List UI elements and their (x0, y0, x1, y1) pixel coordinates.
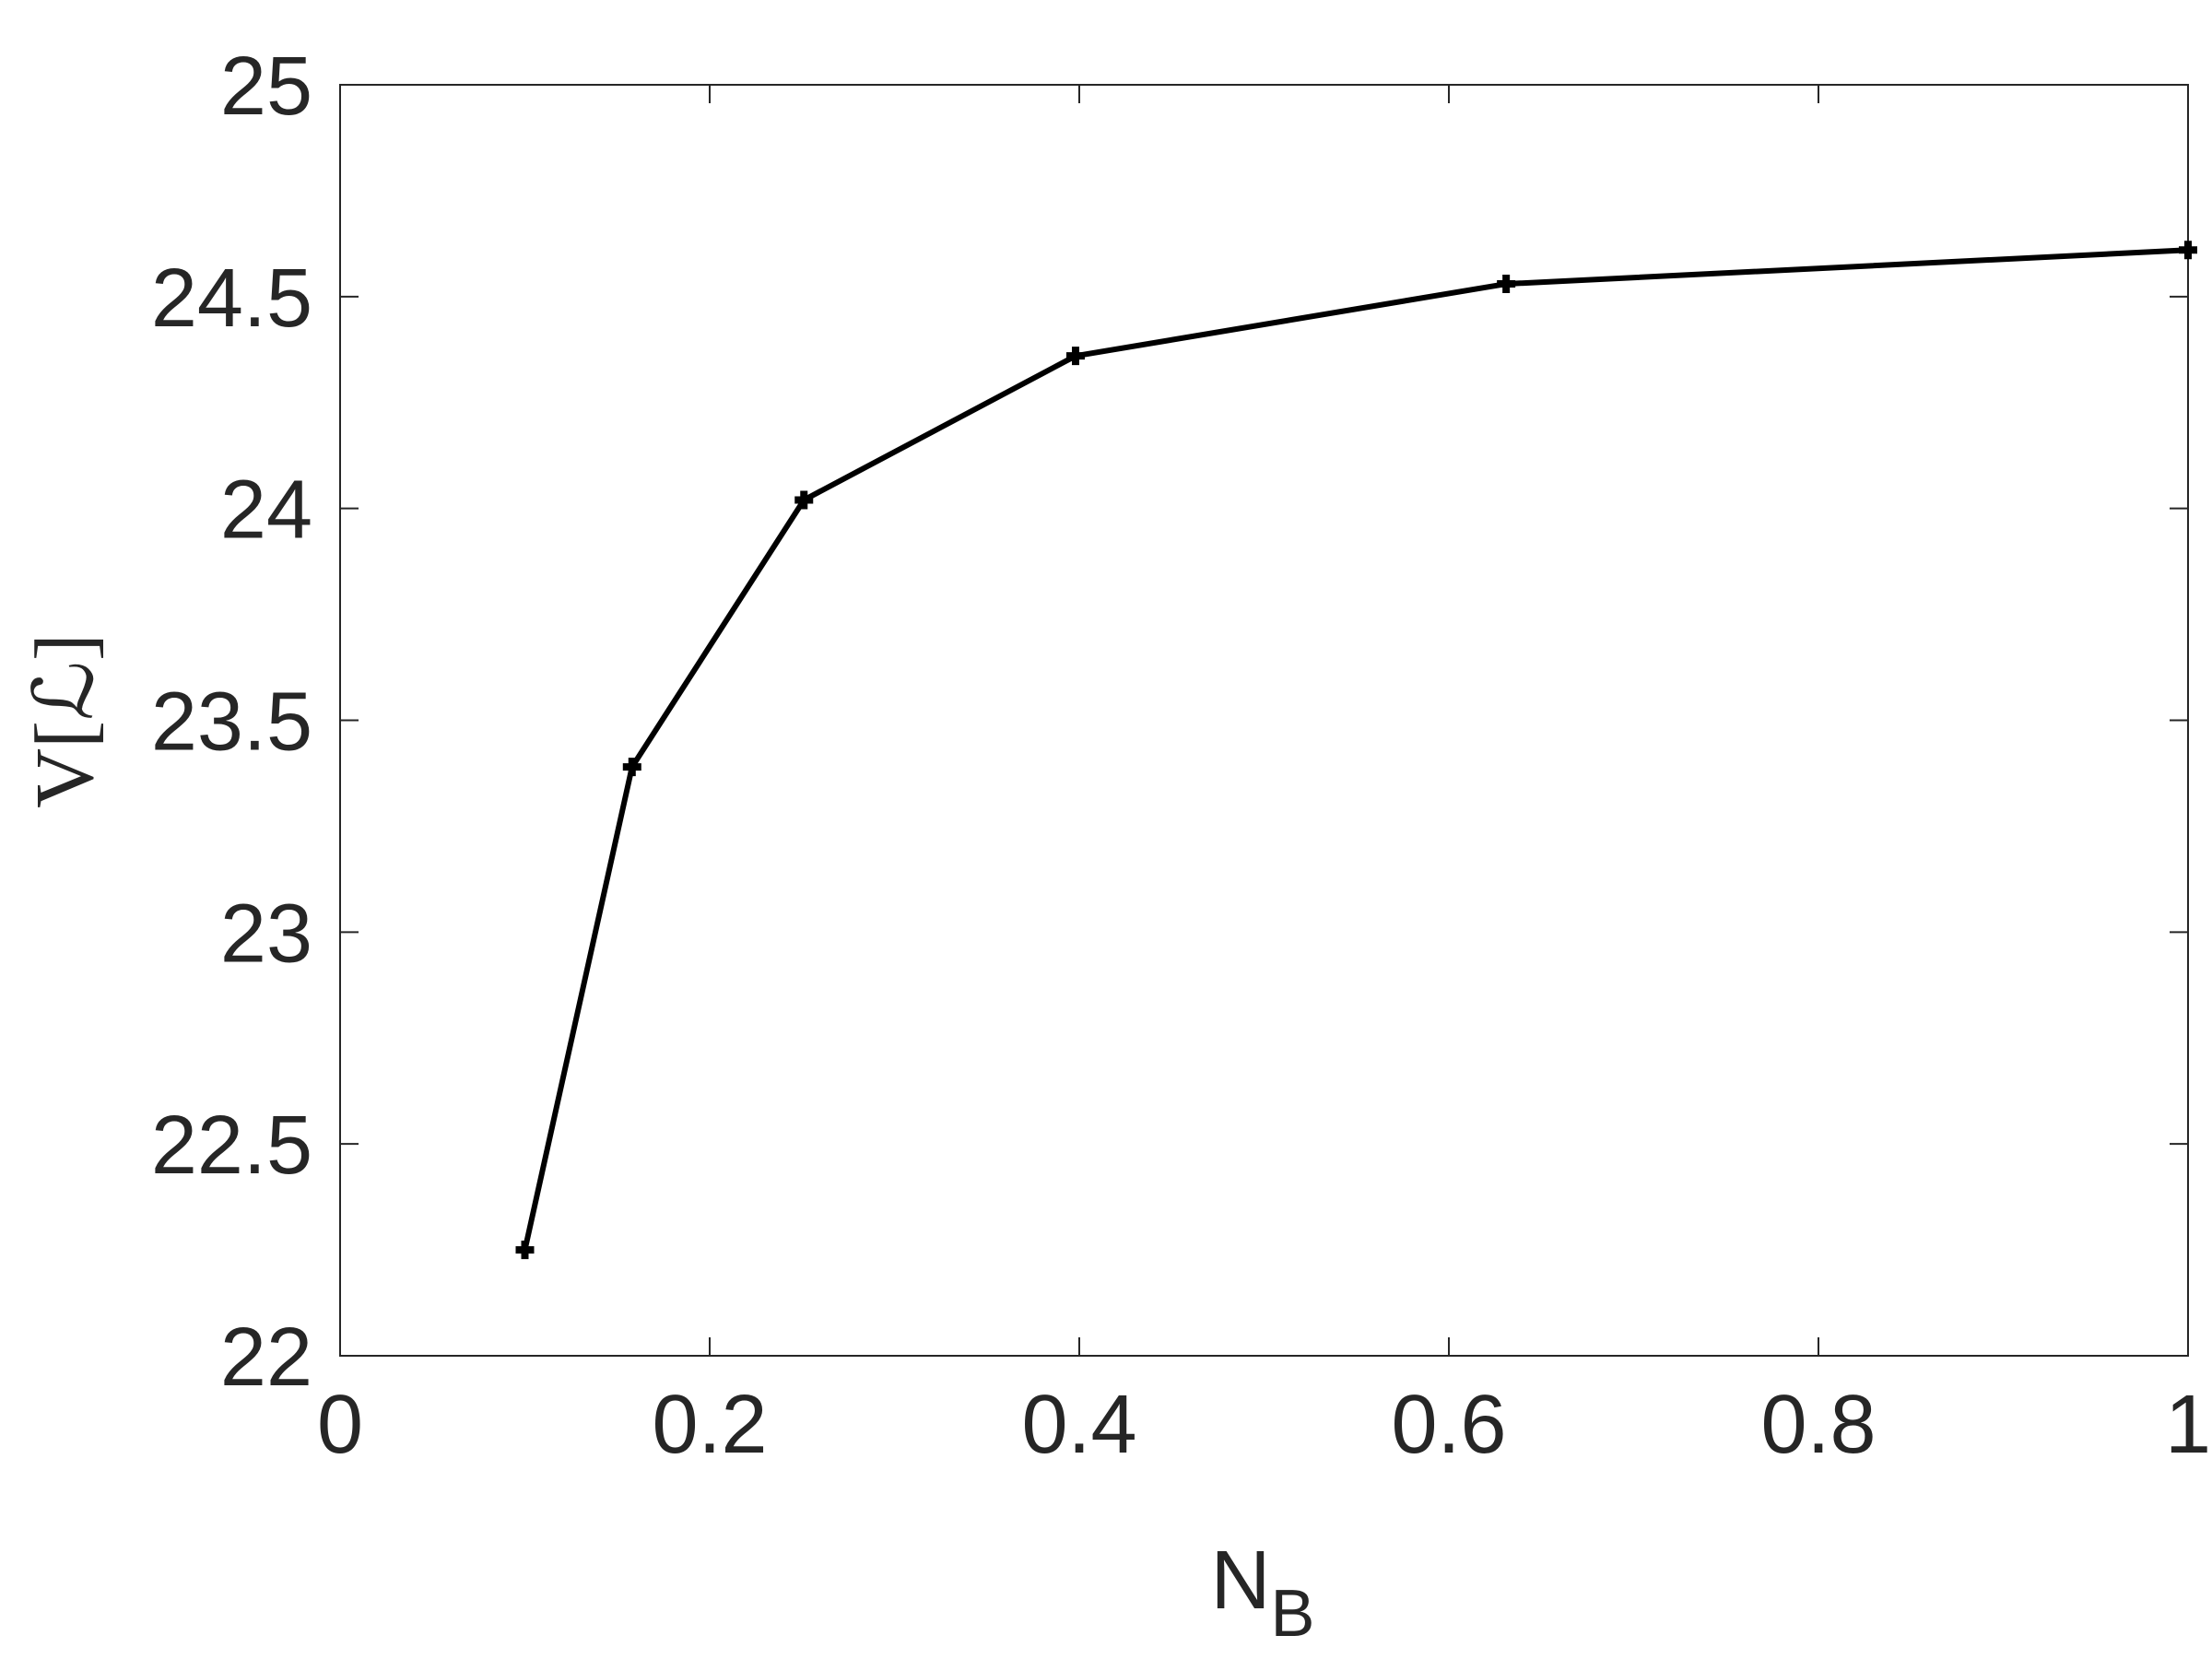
y-tick-label: 23 (220, 888, 312, 980)
y-tick-label: 23.5 (151, 677, 312, 769)
point-marker (515, 1241, 535, 1260)
y-tick-label: 24 (220, 465, 312, 557)
x-label-main: N (1210, 1535, 1270, 1627)
x-axis-label: NB (1210, 1535, 1314, 1651)
plot-box (339, 84, 2189, 1357)
y-tick-label: 24.5 (151, 253, 312, 345)
line (522, 247, 2189, 1251)
x-tick-label: 0 (317, 1379, 363, 1471)
x-label-sub: B (1270, 1577, 1314, 1651)
x-tick-label: 0.6 (1391, 1379, 1506, 1471)
y-tick-label: 22.5 (151, 1100, 312, 1192)
point-marker (622, 758, 641, 777)
point-marker (1065, 347, 1085, 366)
x-tick-label: 0.2 (652, 1379, 767, 1471)
y-axis-label: V[ℒ] (19, 633, 111, 808)
x-tick-label: 0.4 (1021, 1379, 1136, 1471)
x-tick-label: 0.8 (1760, 1379, 1876, 1471)
point-marker (2179, 241, 2197, 260)
x-tick-label: 1 (2165, 1379, 2211, 1471)
point-marker (794, 490, 814, 510)
y-tick-label: 22 (220, 1312, 312, 1404)
y-tick-label: 25 (220, 41, 312, 133)
point-marker (1497, 275, 1516, 294)
